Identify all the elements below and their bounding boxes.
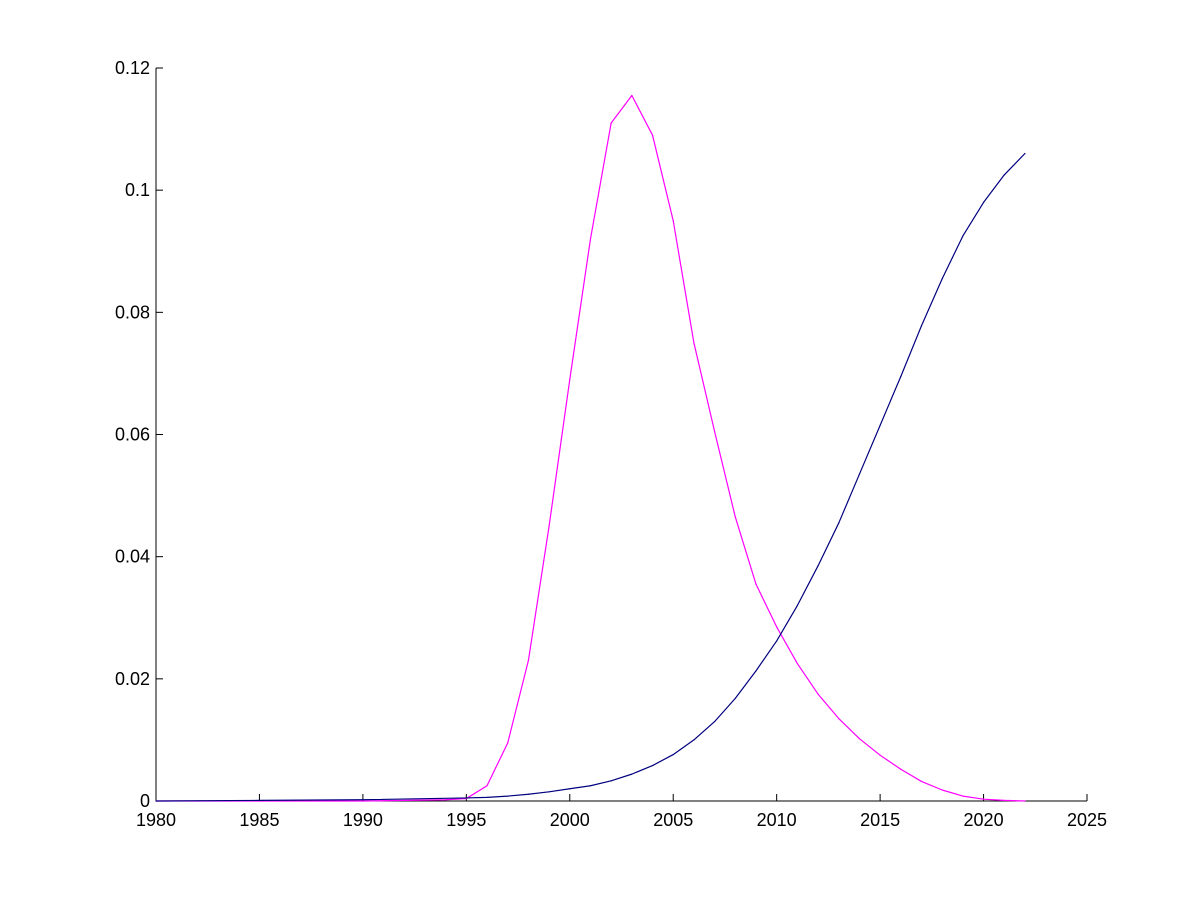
series-1-point <box>900 768 902 770</box>
series-1-point <box>445 799 447 801</box>
series-1-point <box>548 525 550 527</box>
series-1-point <box>1003 799 1005 801</box>
series-1-point <box>610 122 612 124</box>
series-1-point <box>507 742 509 744</box>
x-tick-label: 1995 <box>446 810 486 830</box>
series-1-point <box>734 516 736 518</box>
series-1-point <box>589 238 592 240</box>
series-2-point <box>982 201 985 203</box>
series-1-point <box>672 220 674 222</box>
series-2-point <box>858 473 861 475</box>
series-2-point <box>548 791 550 793</box>
series-2-point <box>796 604 798 607</box>
series-2-point <box>734 697 736 699</box>
x-tick-label: 2015 <box>860 810 900 830</box>
y-tick-label: 0.08 <box>115 302 150 322</box>
series-2-point <box>672 753 674 756</box>
series-1-point <box>693 342 695 344</box>
y-tick-label: 0.12 <box>115 58 150 78</box>
series-1-point <box>879 754 881 756</box>
series-1-point <box>817 693 819 695</box>
series-1-point <box>796 662 798 665</box>
series-2-point <box>527 793 530 795</box>
series-1-point <box>755 583 757 585</box>
series-2-point <box>1024 152 1026 155</box>
y-tick-label: 0.02 <box>115 669 150 689</box>
x-tick-label: 2020 <box>964 810 1004 830</box>
series-1-point <box>1024 800 1026 802</box>
series-1-point <box>941 789 943 791</box>
x-tick-label: 1985 <box>239 810 279 830</box>
x-tick-label: 2005 <box>653 810 693 830</box>
series-2-point <box>507 795 509 797</box>
series-2-point <box>1003 174 1005 176</box>
x-tick-label: 1980 <box>136 810 176 830</box>
series-1-point <box>982 798 985 800</box>
y-tick-label: 0 <box>140 791 150 811</box>
series-2-point <box>258 799 261 801</box>
x-tick-label: 2010 <box>757 810 797 830</box>
series-2-point <box>610 780 612 782</box>
x-tick-label: 2000 <box>550 810 590 830</box>
y-tick-label: 0.1 <box>125 180 150 200</box>
axes: 1980 1985 1990 1995 2000 2005 2010 2015 2020 2025… <box>115 58 1107 830</box>
series-2-point <box>776 640 778 642</box>
series-1-point <box>651 134 654 136</box>
series-2-point <box>362 799 364 801</box>
series-2-point <box>962 235 964 237</box>
series-1-point <box>527 659 530 662</box>
series-2-point <box>817 565 819 567</box>
series-2-point <box>465 797 467 799</box>
series-2-point <box>941 278 943 280</box>
series-2-point <box>651 764 654 767</box>
series-1-point <box>838 717 840 720</box>
series-2-point <box>879 424 881 426</box>
series-1-point <box>858 738 861 740</box>
series-2-point <box>155 800 157 802</box>
series-1-point <box>569 378 571 381</box>
series-2-point <box>693 739 695 741</box>
series-1-point <box>631 94 633 97</box>
series-2-point <box>714 720 716 723</box>
series-2-point <box>900 375 902 378</box>
y-tick-label: 0.06 <box>115 425 150 445</box>
series-1-point <box>776 626 778 628</box>
series-2-point <box>838 522 840 524</box>
y-tick-label: 0.04 <box>115 547 150 567</box>
x-tick-label: 1990 <box>343 810 383 830</box>
series-2-point <box>920 325 923 327</box>
series-2-point <box>589 785 592 787</box>
series-1-point <box>962 795 964 797</box>
series-1-point <box>486 785 488 787</box>
series-2-point <box>755 670 757 672</box>
x-tick-label: 2025 <box>1067 810 1107 830</box>
series-line-2 <box>155 153 1026 802</box>
series-2-point <box>631 773 633 775</box>
series-line-1 <box>156 94 1025 802</box>
series-layer <box>155 94 1026 802</box>
series-2-point <box>569 788 571 790</box>
series-2-point <box>486 796 488 798</box>
series-1-point <box>362 800 364 802</box>
series-1-point <box>714 430 716 433</box>
series-1-point <box>920 780 923 783</box>
